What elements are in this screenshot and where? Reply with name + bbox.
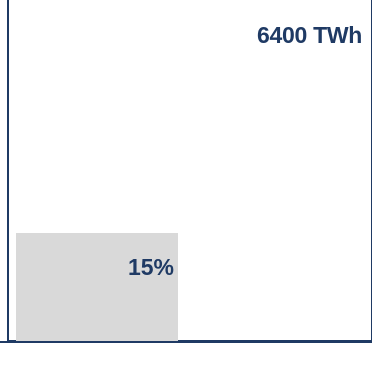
baseline-line <box>0 341 372 343</box>
total-value-label: 6400 TWh <box>257 22 362 48</box>
share-value-label: 15% <box>127 254 174 280</box>
share-box <box>16 233 178 341</box>
